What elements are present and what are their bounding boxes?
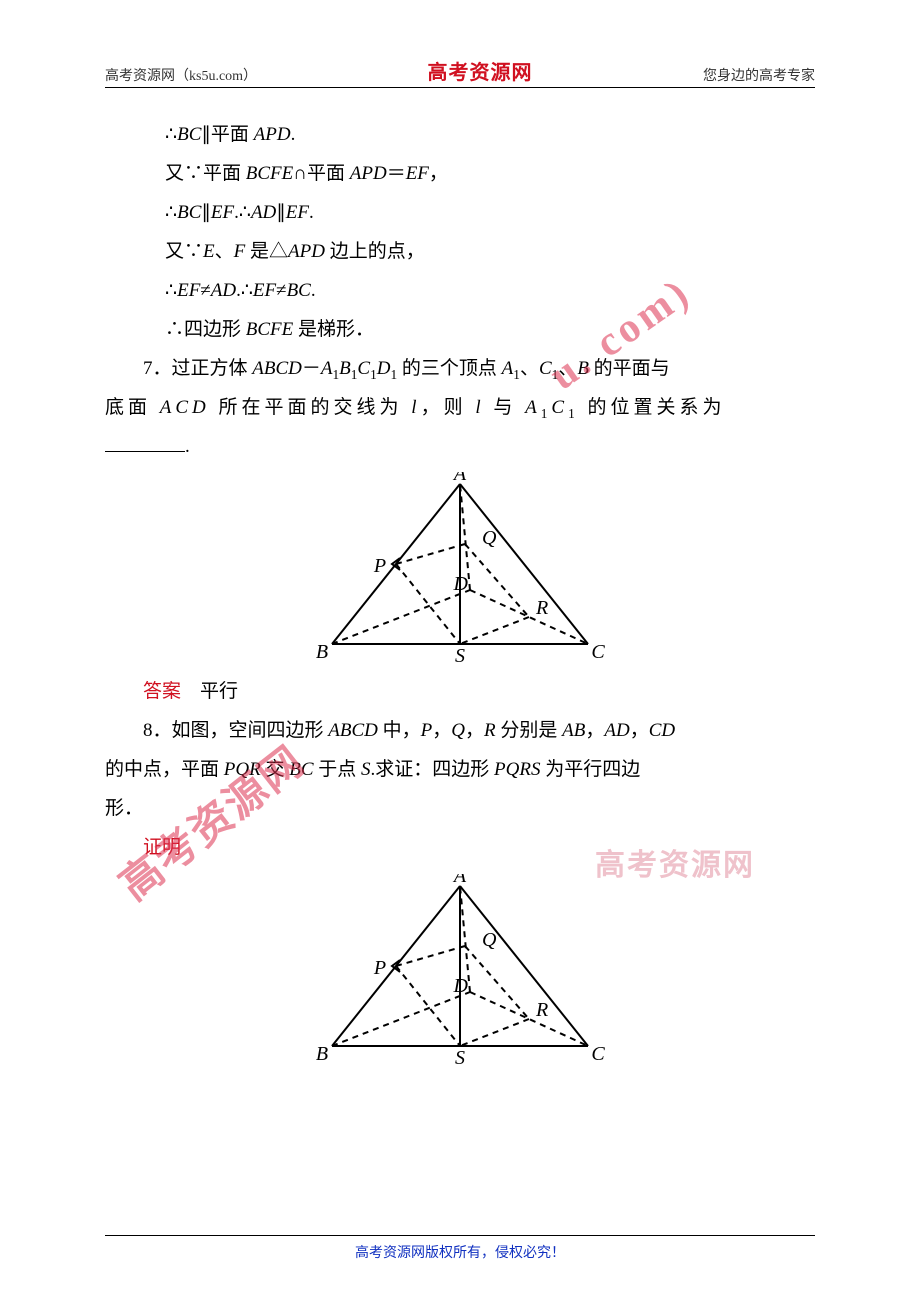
- svg-text:Q: Q: [482, 929, 497, 951]
- header-left: 高考资源网（ks5u.com）: [105, 65, 257, 85]
- problem-8-line1: 8．如图，空间四边形 ABCD 中，P，Q，R 分别是 AB，AD，CD: [105, 712, 815, 751]
- svg-text:D: D: [453, 573, 469, 595]
- header-center: 高考资源网: [428, 56, 533, 85]
- svg-text:A: A: [452, 874, 467, 887]
- svg-text:C: C: [591, 1043, 605, 1064]
- page-header: 高考资源网（ks5u.com） 高考资源网 您身边的高考专家: [105, 56, 815, 88]
- svg-text:R: R: [535, 999, 548, 1021]
- problem-8-line2: 的中点，平面 PQR 交 BC 于点 S.求证：四边形 PQRS 为平行四边: [105, 751, 815, 790]
- proof-line: ∴EF≠AD.∴EF≠BC.: [165, 272, 815, 311]
- figure-7: A B C S P Q D R: [105, 472, 815, 667]
- svg-text:C: C: [591, 641, 605, 662]
- svg-text:D: D: [453, 975, 469, 997]
- page: 高考资源网（ks5u.com） 高考资源网 您身边的高考专家 u. com) 高…: [0, 0, 920, 1302]
- problem-7-line2: 底面 ACD 所在平面的交线为 l，则 l 与 A1C1 的位置关系为: [105, 389, 815, 428]
- svg-text:Q: Q: [482, 527, 497, 549]
- proof-line: 又∵平面 BCFE∩平面 APD＝EF，: [165, 155, 815, 194]
- problem-8-line3: 形．: [105, 790, 815, 829]
- svg-text:B: B: [316, 1043, 328, 1064]
- answer-label: 答案: [143, 681, 181, 702]
- proof-line: ∴四边形 BCFE 是梯形．: [165, 311, 815, 350]
- page-footer: 高考资源网版权所有，侵权必究！: [105, 1235, 815, 1262]
- proof-block: ∴BC∥平面 APD.又∵平面 BCFE∩平面 APD＝EF，∴BC∥EF.∴A…: [105, 116, 815, 350]
- svg-text:P: P: [373, 555, 386, 577]
- proof-line: ∴BC∥EF.∴AD∥EF.: [165, 194, 815, 233]
- svg-text:B: B: [316, 641, 328, 662]
- svg-text:S: S: [455, 1047, 465, 1064]
- proof-line: ∴BC∥平面 APD.: [165, 116, 815, 155]
- tetrahedron-diagram-2: A B C S P Q D R: [310, 874, 610, 1064]
- svg-text:A: A: [452, 472, 467, 485]
- problem-7-answer: 答案 平行: [105, 673, 815, 712]
- problem-7-line1: 7．过正方体 ABCD－A1B1C1D1 的三个顶点 A1、C1、B 的平面与: [105, 350, 815, 389]
- svg-text:P: P: [373, 957, 386, 979]
- problem-8-proof-label: 证明: [105, 829, 815, 868]
- proof-label: 证明: [143, 837, 181, 858]
- proof-line: 又∵E、F 是△APD 边上的点，: [165, 233, 815, 272]
- tetrahedron-diagram-1: A B C S P Q D R: [310, 472, 610, 662]
- svg-text:S: S: [455, 645, 465, 662]
- svg-text:R: R: [535, 597, 548, 619]
- answer-text: 平行: [200, 681, 238, 702]
- figure-8: A B C S P Q D R: [105, 874, 815, 1069]
- footer-text: 高考资源网版权所有，侵权必究！: [355, 1246, 565, 1261]
- problem-7-blank: .: [105, 428, 815, 467]
- answer-blank: [105, 433, 185, 452]
- header-right: 您身边的高考专家: [703, 65, 815, 85]
